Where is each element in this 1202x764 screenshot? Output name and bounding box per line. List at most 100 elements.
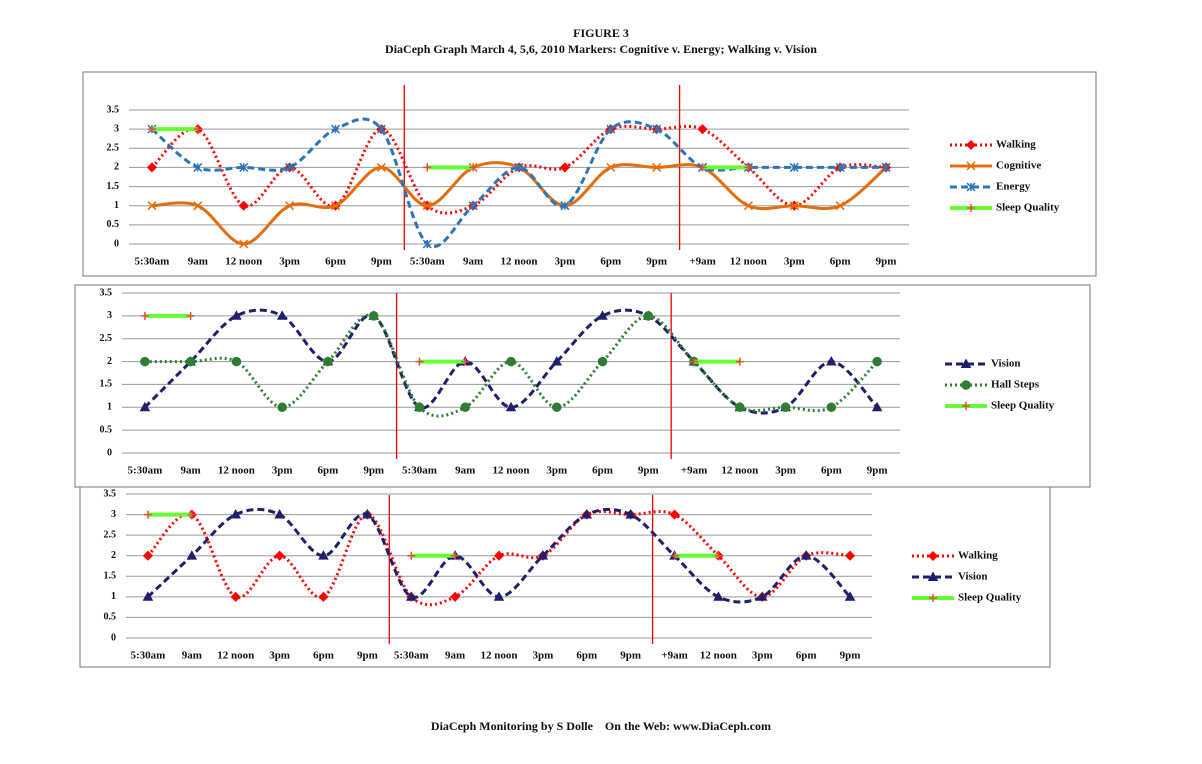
y-tick-label: 0.5	[100, 424, 113, 435]
marker	[423, 163, 432, 172]
marker	[139, 401, 151, 412]
marker	[285, 162, 295, 172]
x-tick-label: 9pm	[638, 465, 659, 477]
marker	[318, 591, 329, 602]
figure-subtitle: DiaCeph Graph March 4, 5,6, 2010 Markers…	[385, 42, 817, 56]
marker	[450, 591, 461, 602]
y-tick-label: 3.5	[107, 104, 120, 115]
series-line	[143, 308, 879, 415]
marker	[142, 591, 154, 601]
legend-label: Hall Steps	[991, 379, 1040, 391]
x-tick-label: 5:30am	[127, 465, 162, 477]
x-tick-label: 9am	[181, 465, 201, 477]
marker	[187, 510, 196, 519]
x-tick-label: 12 noon	[721, 465, 758, 477]
chart-frame	[82, 71, 1097, 277]
marker	[881, 162, 891, 172]
legend-label: Vision	[991, 358, 1021, 370]
marker	[368, 311, 379, 321]
marker	[597, 310, 608, 320]
marker	[643, 311, 654, 321]
marker	[422, 201, 432, 211]
marker	[323, 356, 333, 367]
marker	[826, 402, 837, 413]
marker	[414, 402, 425, 413]
marker	[376, 162, 386, 172]
x-tick-label: +9am	[661, 650, 687, 662]
y-tick-label: 1.5	[100, 379, 113, 390]
y-tick-label: 3.5	[104, 488, 117, 499]
marker	[826, 356, 837, 366]
marker	[407, 551, 416, 560]
marker	[460, 402, 470, 413]
marker	[186, 311, 195, 320]
marker	[147, 201, 157, 211]
marker	[146, 162, 158, 173]
x-tick-label: 5:30am	[410, 256, 445, 268]
y-tick-label: 3.5	[100, 287, 113, 298]
marker	[652, 162, 662, 172]
legend-marker	[967, 204, 975, 212]
marker	[537, 550, 549, 560]
marker	[606, 162, 616, 172]
marker	[376, 124, 386, 134]
marker	[230, 509, 241, 519]
x-tick-label: 6pm	[576, 650, 597, 662]
x-tick-label: 9am	[182, 650, 202, 662]
marker	[362, 509, 373, 519]
x-tick-label: 12 noon	[730, 256, 767, 268]
marker	[552, 402, 562, 413]
chart-frame	[79, 486, 1051, 668]
legend-label: Walking	[958, 550, 998, 562]
x-tick-label: 6pm	[796, 650, 817, 662]
marker	[274, 509, 285, 519]
marker	[780, 402, 791, 413]
marker	[835, 201, 845, 211]
marker	[193, 125, 202, 134]
marker	[872, 356, 882, 367]
marker	[835, 162, 845, 172]
marker	[493, 591, 505, 601]
marker	[560, 201, 570, 211]
y-tick-label: 2	[107, 356, 112, 367]
y-tick-label: 3	[107, 310, 112, 321]
marker	[330, 124, 341, 134]
x-tick-label: 5:30am	[394, 650, 429, 662]
marker	[468, 201, 478, 211]
x-tick-label: 3pm	[272, 465, 293, 477]
legend-label: Cognitive	[996, 160, 1041, 172]
y-tick-label: 1	[111, 591, 116, 602]
marker	[625, 509, 636, 519]
marker	[735, 357, 744, 366]
marker	[652, 124, 662, 134]
marker	[277, 402, 287, 413]
marker	[743, 201, 753, 211]
x-tick-label: 12 noon	[700, 650, 737, 662]
y-tick-label: 2	[111, 550, 116, 561]
marker	[669, 509, 680, 520]
x-tick-label: 6pm	[325, 256, 346, 268]
marker	[461, 357, 470, 366]
marker	[140, 356, 150, 367]
legend-marker	[960, 358, 972, 368]
marker	[415, 357, 424, 366]
marker	[239, 162, 249, 172]
marker	[469, 163, 478, 172]
x-tick-label: 12 noon	[481, 650, 518, 662]
marker	[670, 551, 679, 560]
x-tick-label: 6pm	[821, 465, 842, 477]
marker	[231, 310, 242, 320]
y-tick-label: 1.5	[107, 181, 120, 192]
x-tick-label: 9pm	[646, 256, 667, 268]
legend-label: Sleep Quality	[958, 592, 1022, 604]
marker	[285, 201, 295, 211]
marker	[422, 239, 432, 249]
marker	[871, 401, 883, 412]
x-tick-label: 12 noon	[217, 650, 254, 662]
marker	[276, 310, 288, 320]
legend-marker	[927, 550, 939, 562]
marker	[231, 356, 242, 367]
marker	[690, 357, 699, 366]
marker	[789, 201, 799, 211]
